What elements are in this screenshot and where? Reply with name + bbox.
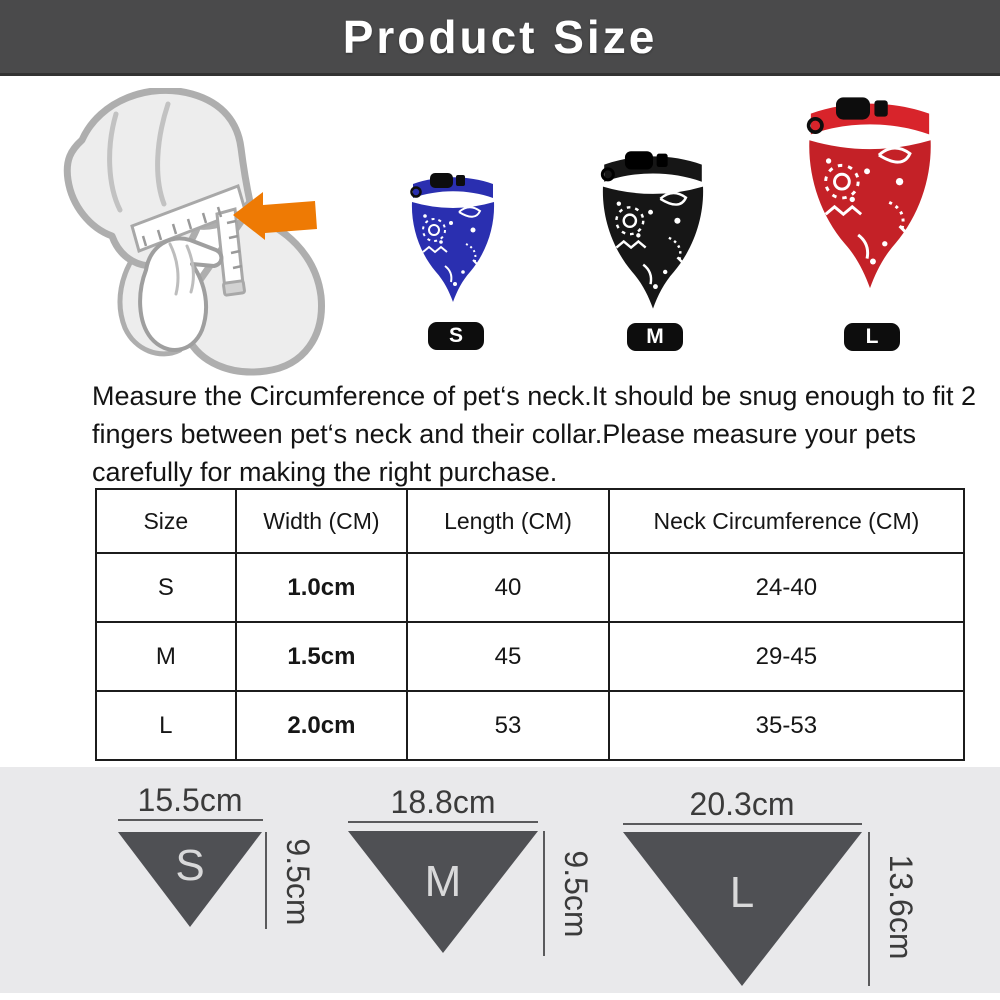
size-table-row-l: L 2.0cm 53 35-53 (95, 690, 966, 761)
col-header-neck: Neck Circumference (CM) (607, 488, 966, 554)
dimension-diagram: 15.5cm S 9.5cm 18.8cm M 9.5cm 20.3cm (0, 782, 1000, 1000)
height-label-l: 13.6cm (883, 855, 919, 960)
dimension-diagram-band: 15.5cm S 9.5cm 18.8cm M 9.5cm 20.3cm (0, 767, 1000, 1000)
finger-lines (168, 242, 195, 296)
cell-size: M (95, 621, 237, 692)
cell-length: 45 (406, 621, 610, 692)
cell-length: 53 (406, 690, 610, 761)
tape-tick-marks (141, 206, 243, 270)
triangle-letter-m: M (425, 857, 462, 906)
size-table: Size Width (CM) Length (CM) Neck Circumf… (95, 488, 966, 761)
triangle-group-s: 15.5cm S 9.5cm (118, 782, 316, 929)
triangle-letter-l: L (730, 868, 754, 917)
buckle-icon (624, 151, 653, 170)
height-label-s: 9.5cm (280, 838, 316, 925)
cell-length: 40 (406, 552, 610, 623)
dog-neck-measurement-illustration (63, 88, 325, 376)
triangle-s (118, 832, 262, 927)
width-label-s: 15.5cm (138, 782, 243, 818)
measuring-instructions: Measure the Circumference of pet‘s neck.… (92, 381, 977, 487)
size-badge-s: S (428, 322, 484, 350)
pattern-dots (825, 158, 904, 265)
buckle-slider-icon (656, 153, 668, 168)
cell-width: 2.0cm (234, 690, 409, 761)
bandana-large-image (806, 97, 931, 289)
size-table-header-row: Size Width (CM) Length (CM) Neck Circumf… (95, 488, 966, 554)
size-table-row-s: S 1.0cm 40 24-40 (95, 552, 966, 623)
cell-width: 1.5cm (234, 621, 409, 692)
triangle-letter-s: S (175, 841, 204, 890)
buckle-icon (430, 173, 453, 188)
triangle-group-l: 20.3cm L 13.6cm (623, 786, 919, 986)
width-label-m: 18.8cm (391, 784, 496, 820)
pattern-dots (423, 214, 476, 286)
height-label-m: 9.5cm (558, 850, 594, 937)
buckle-icon (835, 97, 870, 120)
bandana-medium-image (600, 151, 704, 309)
buckle-slider-icon (456, 175, 465, 186)
col-header-length: Length (CM) (406, 488, 610, 554)
page-title: Product Size (342, 10, 658, 63)
header-banner: Product Size (0, 0, 1000, 76)
bandana-fabric (411, 202, 495, 302)
paisley-pattern (422, 206, 482, 283)
width-label-l: 20.3cm (690, 786, 795, 822)
triangle-m (348, 831, 538, 953)
collar-ring-icon (600, 167, 615, 182)
bandana-fabric (809, 140, 931, 289)
bandana-fabric (602, 186, 704, 309)
collar-ring-icon (806, 116, 824, 134)
buckle-slider-icon (874, 100, 888, 117)
col-header-size: Size (95, 488, 237, 554)
paisley-pattern (824, 146, 912, 259)
hand-icon (138, 236, 224, 352)
cell-neck: 29-45 (607, 621, 966, 692)
cell-size: L (95, 690, 237, 761)
band-bottom-strip (0, 993, 1000, 1000)
bandana-small-image (410, 173, 495, 302)
pattern-dots (616, 201, 681, 290)
arrow-left-icon (233, 192, 317, 240)
col-header-width: Width (CM) (234, 488, 409, 554)
triangle-group-m: 18.8cm M 9.5cm (348, 784, 594, 956)
cell-neck: 35-53 (607, 690, 966, 761)
size-table-row-m: M 1.5cm 45 29-45 (95, 621, 966, 692)
cell-width: 1.0cm (234, 552, 409, 623)
cell-size: S (95, 552, 237, 623)
size-badge-m: M (627, 323, 683, 351)
collar-ring-icon (410, 186, 422, 198)
size-badge-l: L (844, 323, 900, 351)
paisley-pattern (615, 191, 688, 285)
triangle-l (623, 832, 862, 986)
cell-neck: 24-40 (607, 552, 966, 623)
dog-face-lines (107, 101, 171, 213)
